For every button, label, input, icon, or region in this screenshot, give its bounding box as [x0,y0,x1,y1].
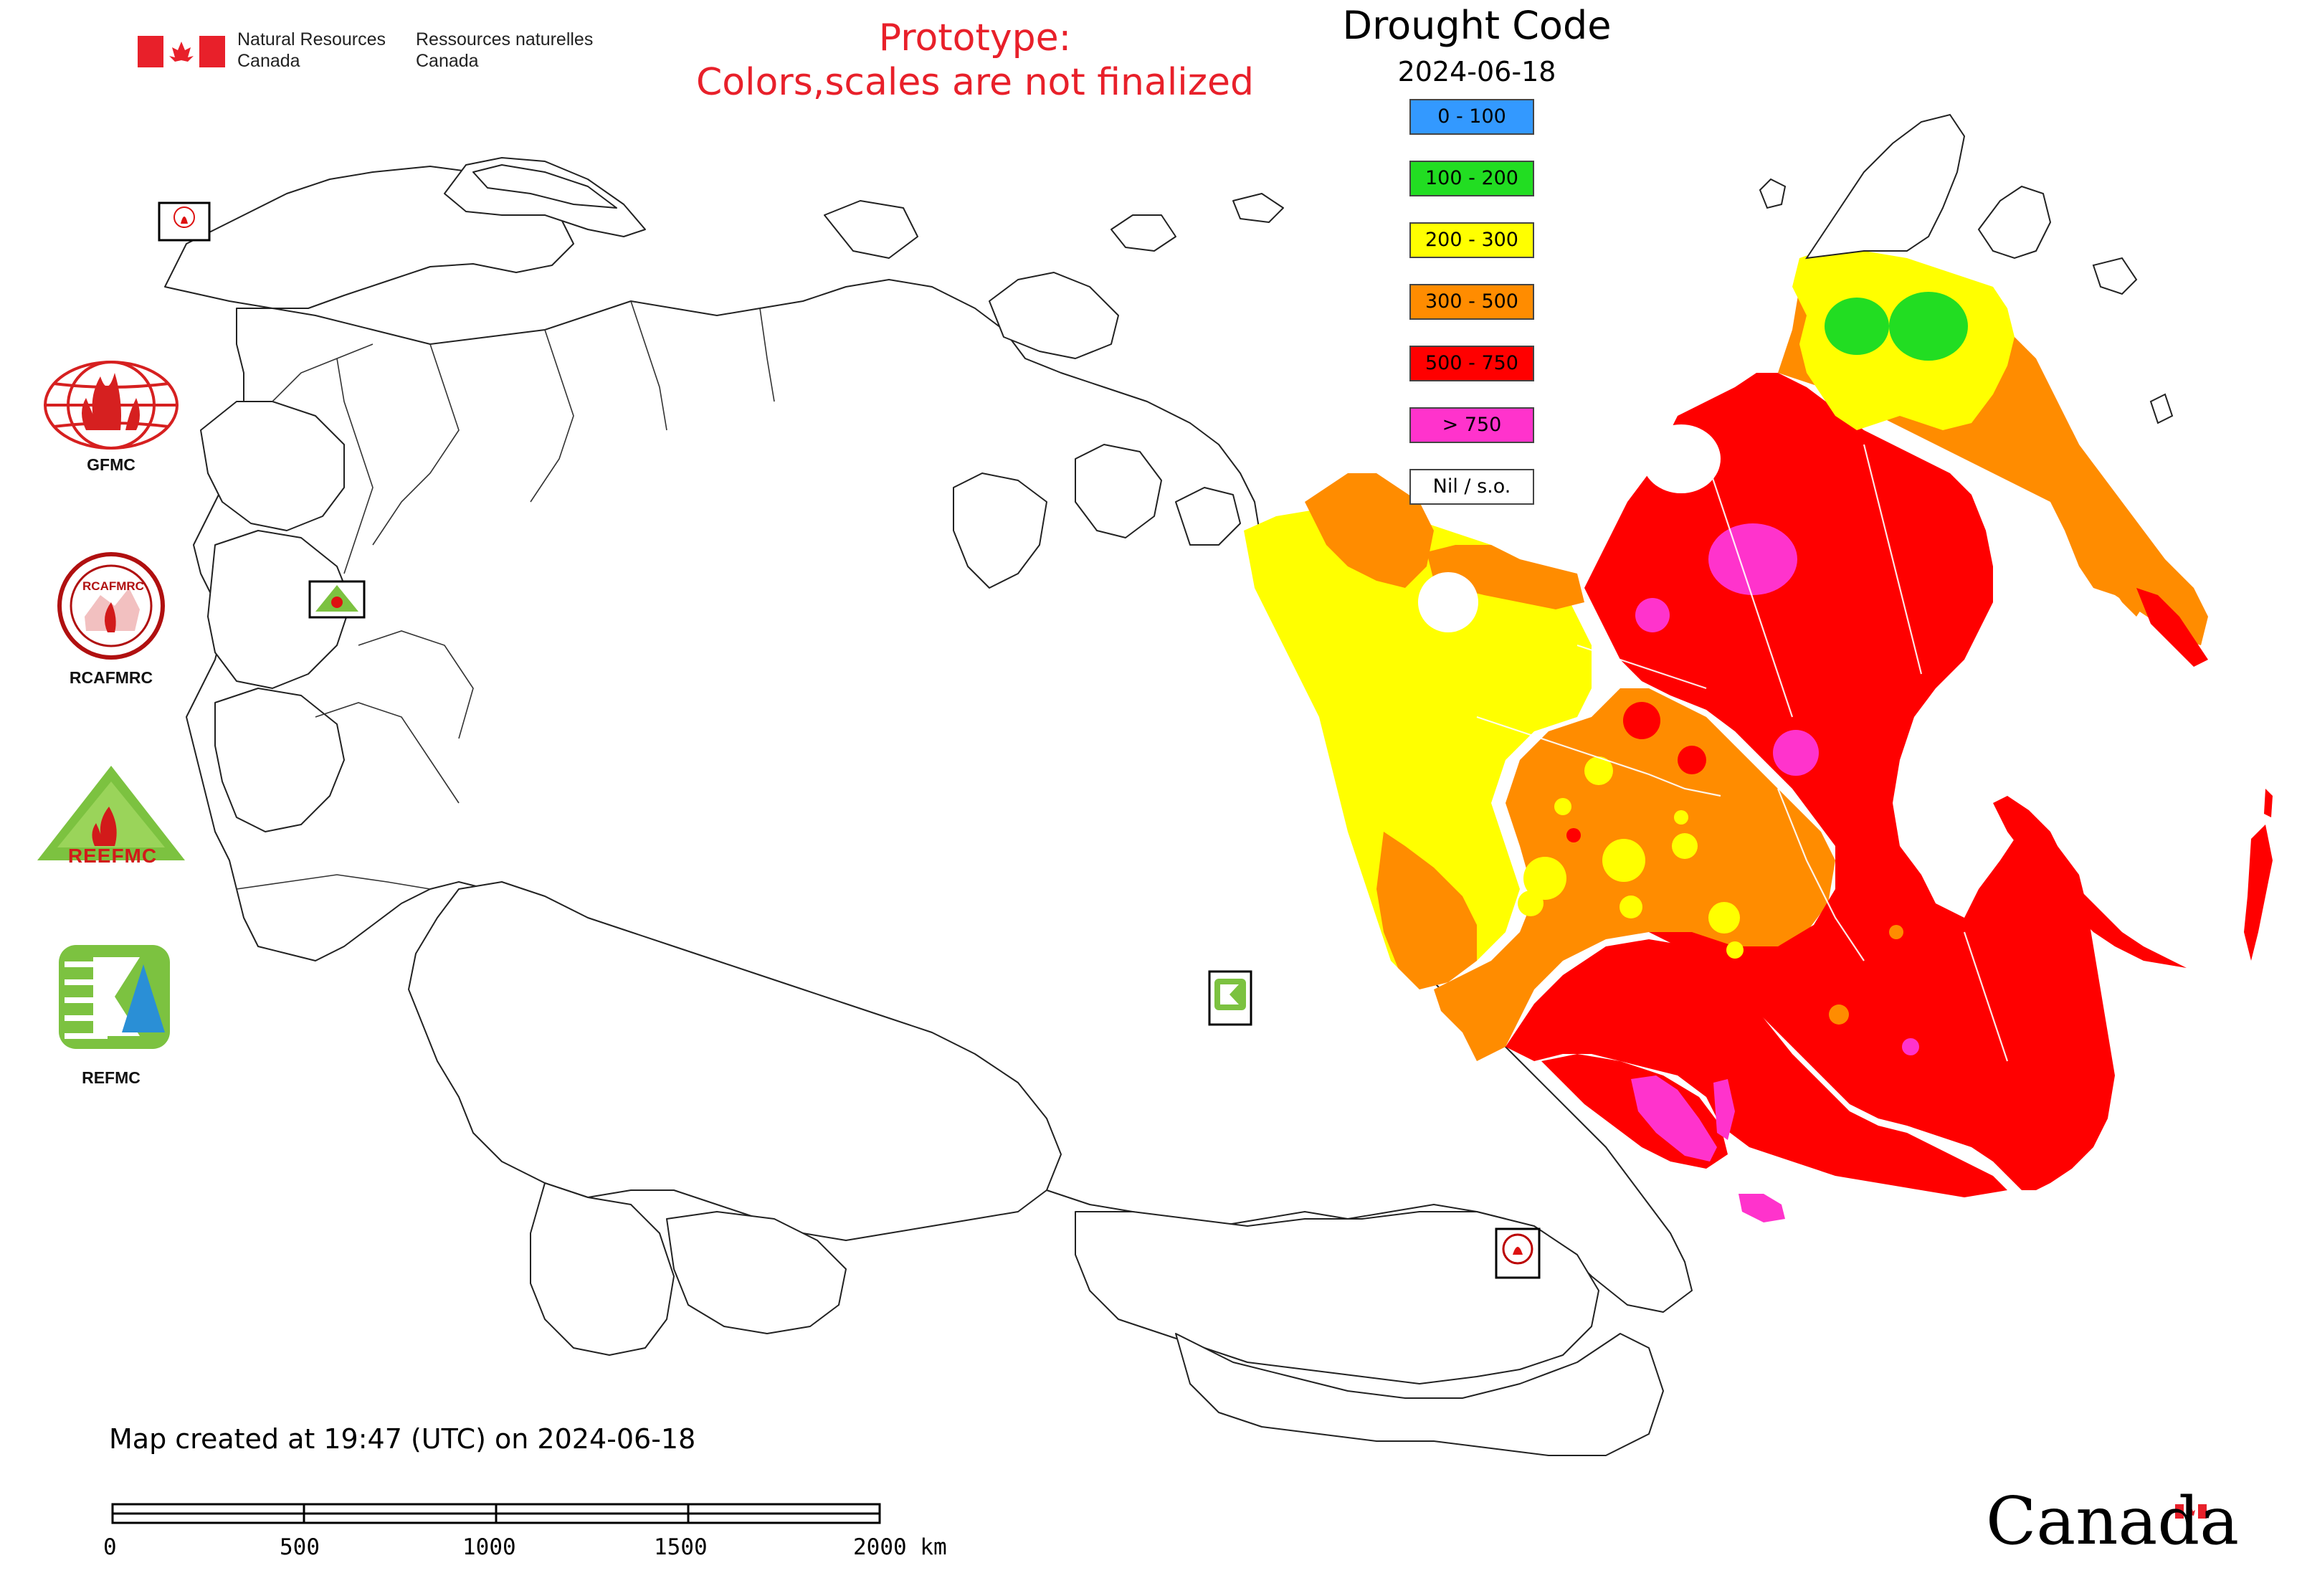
scale-label: 0 [103,1534,117,1560]
scale-label: 1500 [654,1534,708,1560]
legend-item: 0 - 100 [1409,99,1534,135]
canada-wordmark: Canada [1986,1483,2240,1559]
hotspots-red [1566,702,1706,842]
refmc-label: REFMC [82,1068,141,1087]
legend-item: 100 - 200 [1409,161,1534,196]
legend-item-label: 200 - 300 [1425,229,1518,251]
prototype-line1: Prototype: [878,16,1072,60]
prototype-line2: Colors,scales are not finalized [695,61,1255,104]
gov-fr-line1: Ressources naturelles [416,29,594,49]
refmc-logo [59,945,170,1049]
map-created-text: Map created at 19:47 (UTC) on 2024-06-18 [109,1423,696,1455]
reefmc-logo [37,766,185,860]
rivers [1476,444,2009,1062]
legend-title: Drought Code [1342,3,1612,48]
legend-date: 2024-06-18 [1397,56,1556,87]
rcafmrc-logo [57,552,165,660]
map-logo-gfmc-small [158,201,211,242]
hotspots-magenta [1631,523,1919,1222]
country-outlines [164,157,1693,1456]
legend-item-label: 500 - 750 [1425,352,1518,374]
legend-item: 500 - 750 [1409,346,1534,381]
scale-label: 2000 km [853,1534,947,1560]
region-boundaries [236,300,775,890]
prototype-notice: Prototype: Colors,scales are not finaliz… [645,16,1305,105]
rcafmrc-ring-text: RCAFMRC [82,579,144,593]
hotspots-orange [1804,873,1903,1025]
gov-fr-line2: Canada [416,51,479,71]
map-logo-reefmc-small [308,580,366,619]
legend-item-label: Nil / s.o. [1432,475,1511,498]
scale-label: 1000 [462,1534,516,1560]
scale-label: 500 [280,1534,320,1560]
scale-bar [111,1503,881,1524]
rcafmrc-label: RCAFMRC [69,668,153,687]
legend-item: 200 - 300 [1409,222,1534,258]
map-logo-refmc-small [1208,970,1252,1026]
reefmc-wordmark: REEFMC [67,845,158,867]
gov-name-en: Natural Resources Canada [237,29,386,72]
hotspots-yellow [1518,756,1744,959]
gfmc-label: GFMC [87,455,135,474]
gov-en-line1: Natural Resources [237,29,386,49]
gov-en-line2: Canada [237,51,300,71]
map-logo-rcafmrc-small [1495,1227,1541,1279]
legend-item: 300 - 500 [1409,284,1534,320]
legend-item-label: 0 - 100 [1437,105,1506,128]
hotspots-green [1825,292,1968,361]
legend-item-label: 100 - 200 [1425,167,1518,189]
legend-item: > 750 [1409,407,1534,443]
nil-areas [1418,424,1721,632]
legend-item-label: 300 - 500 [1425,290,1518,313]
legend-item: Nil / s.o. [1409,469,1534,505]
ne-outlines [1759,113,2174,424]
canada-flag-icon [138,36,225,67]
gfmc-logo [44,361,179,450]
legend-item-label: > 750 [1442,414,1502,436]
canada-wordmark-flag-icon [2175,1504,2207,1519]
gov-name-fr: Ressources naturelles Canada [416,29,593,72]
